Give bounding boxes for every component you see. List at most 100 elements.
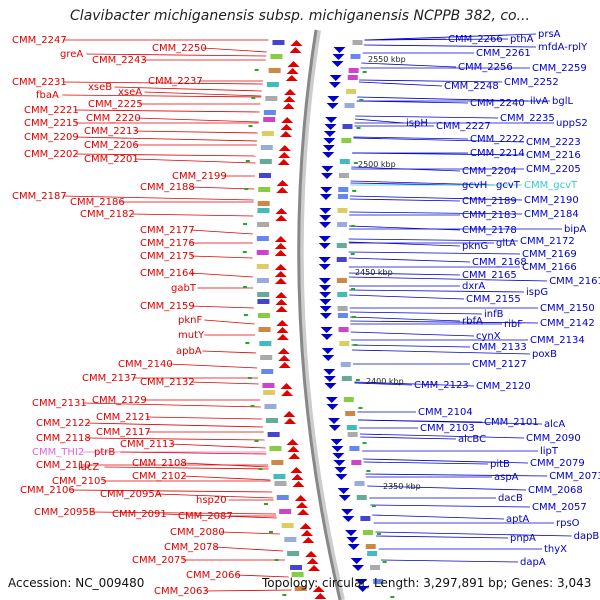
- gene-label-ptrb: ptrB: [94, 447, 115, 458]
- leader-line: [351, 349, 531, 355]
- forward-gene-feature: [286, 439, 299, 445]
- annotation-block: [362, 530, 373, 535]
- gene-label-cmm-2110: CMM_2110: [36, 460, 91, 471]
- forward-gene-feature: [281, 390, 294, 396]
- leader-line: [90, 511, 277, 515]
- reverse-gene-feature: [319, 194, 332, 200]
- annotation-block: [337, 194, 348, 199]
- forward-gene-feature: [280, 383, 293, 389]
- reverse-gene-feature: [319, 299, 332, 305]
- leader-line: [62, 81, 263, 85]
- genome-title: Clavibacter michiganensis subsp. michiga…: [70, 8, 530, 24]
- gene-label-cmm-2205: CMM_2205: [526, 164, 581, 175]
- reverse-gene-feature: [320, 327, 333, 333]
- forward-gene-feature: [275, 299, 288, 305]
- annotation-block: [373, 579, 384, 584]
- reverse-gene-feature: [319, 222, 332, 228]
- reverse-gene-feature: [329, 75, 342, 81]
- forward-gene-feature: [283, 411, 296, 417]
- annotation-block: [258, 173, 271, 178]
- gene-label-cmm-2215: CMM_2215: [24, 118, 79, 129]
- leader-line: [351, 344, 471, 348]
- gene-label-prsa: prsA: [538, 29, 561, 40]
- forward-gene-feature: [292, 481, 305, 487]
- leader-line: [363, 44, 537, 48]
- leader-line: [370, 504, 531, 508]
- gene-label-muty: mutY: [178, 330, 205, 341]
- tick-marker: [362, 442, 367, 444]
- forward-gene-feature: [290, 40, 303, 46]
- gene-label-cmm-2103: CMM_2103: [420, 423, 475, 434]
- genome-backbone: [297, 29, 345, 600]
- annotation-block: [263, 110, 276, 115]
- reverse-gene-feature: [318, 264, 331, 270]
- reverse-gene-feature: [319, 306, 332, 312]
- tick-marker: [355, 379, 360, 381]
- forward-gene-feature: [284, 89, 297, 95]
- leader-line: [144, 91, 262, 97]
- forward-gene-feature: [277, 159, 290, 165]
- gene-label-cmm-2266: CMM_2266: [448, 34, 503, 45]
- annotation-block: [284, 537, 297, 542]
- leader-line: [348, 238, 519, 242]
- forward-gene-feature: [278, 355, 291, 361]
- tick-marker: [366, 470, 371, 472]
- leader-line: [214, 546, 284, 552]
- annotation-block: [342, 124, 353, 129]
- gene-label-cmm-2121: CMM_2121: [96, 412, 151, 423]
- gene-label-hsp20: hsp20: [196, 495, 227, 506]
- gene-label-cmm-2187: CMM_2187: [12, 191, 67, 202]
- forward-gene-feature: [281, 117, 294, 123]
- gene-label-cmm-2078: CMM_2078: [164, 542, 219, 553]
- gene-label-cmm-2063: CMM_2063: [154, 586, 209, 597]
- tick-marker: [250, 405, 255, 407]
- forward-gene-feature: [300, 530, 313, 536]
- annotation-block: [336, 243, 347, 248]
- reverse-gene-feature: [320, 173, 333, 179]
- tick-marker: [353, 344, 358, 346]
- leader-line: [190, 272, 253, 278]
- leader-line: [375, 531, 572, 537]
- forward-gene-feature: [308, 565, 321, 571]
- forward-gene-feature: [276, 180, 289, 186]
- gene-label-cmm-2095b: CMM_2095B: [34, 507, 96, 518]
- gene-label-isph: ispH: [406, 118, 428, 129]
- gene-label-cmm-2066: CMM_2066: [186, 570, 241, 581]
- gene-label-cmm-2132: CMM_2132: [140, 377, 195, 388]
- annotation-block: [337, 306, 348, 311]
- forward-gene-feature: [288, 453, 301, 459]
- leader-line: [359, 79, 503, 83]
- gene-label-gabt: gabT: [171, 283, 197, 294]
- gene-label-cmm-2057: CMM_2057: [532, 502, 587, 513]
- leader-line: [62, 94, 262, 98]
- gene-label-cmm-2123: CMM_2123: [414, 380, 469, 391]
- annotation-block: [352, 40, 363, 45]
- leader-line: [358, 81, 443, 87]
- reverse-gene-feature: [332, 453, 345, 459]
- leader-line: [114, 86, 262, 92]
- gene-label-cmm-2182: CMM_2182: [80, 209, 135, 220]
- reverse-gene-feature: [334, 467, 347, 473]
- forward-gene-feature: [274, 271, 287, 277]
- leader-line: [381, 559, 519, 563]
- gene-label-cmm-2127: CMM_2127: [472, 359, 527, 370]
- leader-line: [220, 531, 280, 535]
- gene-label-cmm-2120: CMM_2120: [476, 381, 531, 392]
- annotation-block: [265, 418, 278, 423]
- reverse-gene-feature: [319, 313, 332, 319]
- gene-label-cmm-2118: CMM_2118: [36, 433, 91, 444]
- annotation-block: [344, 103, 355, 108]
- gene-label-cmm-2177: CMM_2177: [140, 225, 195, 236]
- forward-gene-feature: [278, 145, 291, 151]
- leader-line: [202, 350, 257, 354]
- tick-marker: [359, 99, 364, 101]
- annotation-block: [268, 68, 281, 73]
- gene-label-cmm-2075: CMM_2075: [132, 555, 187, 566]
- forward-gene-feature: [275, 292, 288, 298]
- reverse-gene-feature: [321, 348, 334, 354]
- annotation-block: [350, 54, 361, 59]
- annotation-block: [256, 236, 269, 241]
- leader-line: [363, 461, 489, 465]
- label-leader-lines: [62, 33, 572, 592]
